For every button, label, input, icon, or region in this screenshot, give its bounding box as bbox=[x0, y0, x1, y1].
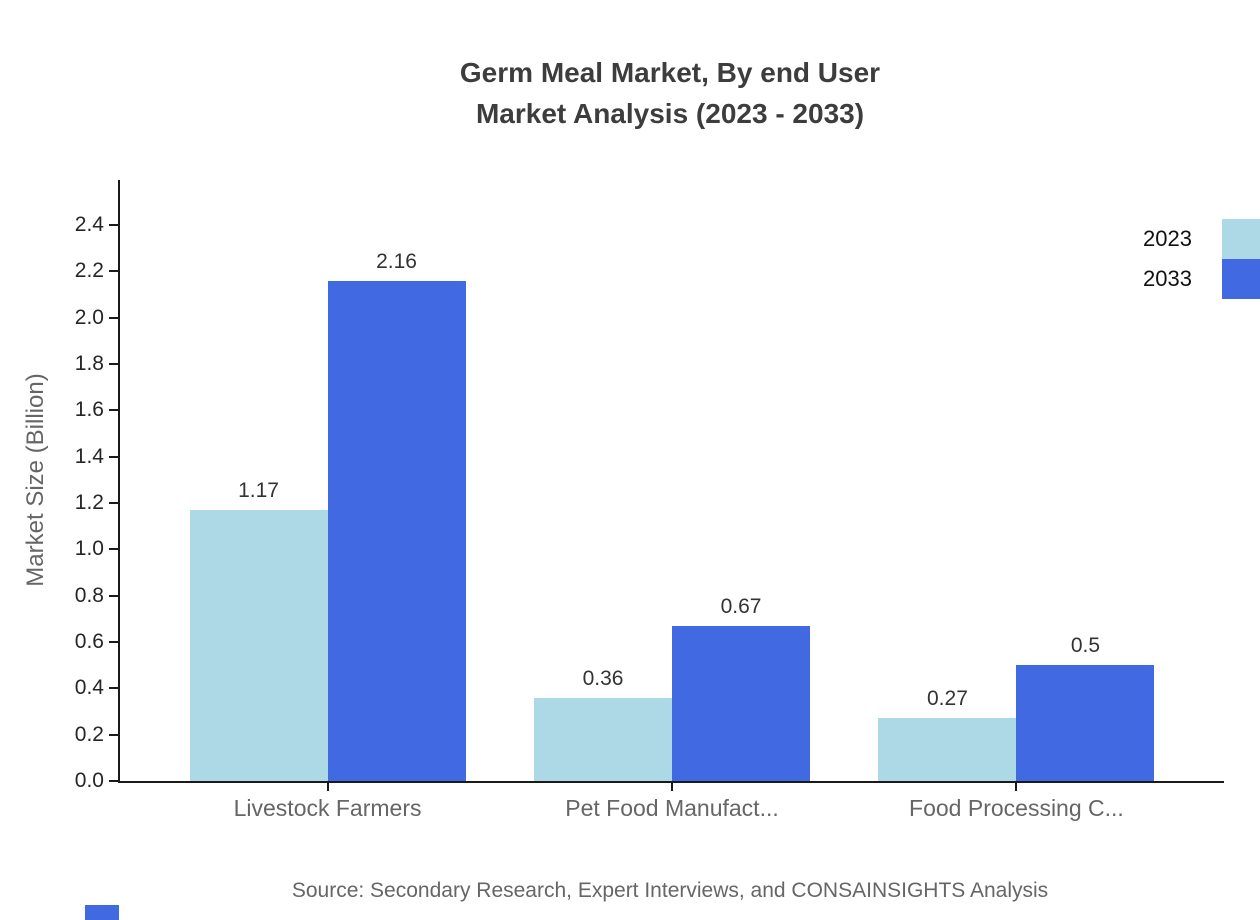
chart-title: Germ Meal Market, By end User Market Ana… bbox=[80, 52, 1260, 134]
y-tick-label: 1.6 bbox=[74, 398, 104, 422]
y-tick-label: 0.0 bbox=[74, 769, 104, 792]
x-tick-mark bbox=[671, 783, 673, 791]
legend-item-2033: 2033 bbox=[1143, 259, 1260, 299]
legend-swatch bbox=[1222, 219, 1260, 259]
chart-title-line1: Germ Meal Market, By end User bbox=[459, 57, 881, 88]
x-category-label: Pet Food Manufact... bbox=[565, 795, 779, 821]
y-tick-label: 2.4 bbox=[74, 213, 104, 236]
bar-value-label: 0.67 bbox=[720, 594, 762, 618]
y-tick-mark bbox=[109, 687, 118, 690]
bar-value-label: 0.36 bbox=[582, 666, 624, 690]
y-tick-mark bbox=[109, 409, 118, 412]
x-tick-mark bbox=[326, 783, 329, 791]
y-tick-label: 0.6 bbox=[74, 630, 104, 653]
y-tick-mark bbox=[109, 224, 118, 226]
brand-mark bbox=[85, 905, 119, 920]
y-tick-mark bbox=[109, 733, 118, 736]
bar-2033-1 bbox=[327, 280, 466, 781]
legend: 2023 2033 bbox=[1143, 219, 1260, 299]
source-note: Source: Secondary Research, Expert Inter… bbox=[291, 879, 1049, 902]
y-tick-label: 1.0 bbox=[74, 537, 104, 561]
legend-item-2023: 2023 bbox=[1143, 219, 1260, 259]
y-tick-mark bbox=[109, 548, 118, 551]
y-tick-label: 1.8 bbox=[74, 352, 104, 375]
bar-value-label: 1.17 bbox=[238, 478, 279, 502]
y-tick-label: 1.4 bbox=[74, 444, 104, 468]
bar-value-label: 0.5 bbox=[1070, 634, 1101, 658]
chart-title-line2: Market Analysis (2023 - 2033) bbox=[475, 98, 865, 129]
bar-2023-1 bbox=[189, 509, 328, 781]
y-tick-mark bbox=[109, 641, 118, 643]
bar-2033-2 bbox=[672, 625, 810, 781]
y-tick-mark bbox=[109, 316, 118, 319]
legend-swatch bbox=[1222, 259, 1260, 299]
bar-value-label: 0.27 bbox=[927, 687, 968, 711]
legend-label: 2033 bbox=[1143, 266, 1192, 291]
y-tick-label: 2.0 bbox=[74, 305, 104, 329]
x-category-label: Livestock Farmers bbox=[233, 795, 422, 821]
bar-2023-2 bbox=[534, 697, 672, 781]
y-tick-label: 2.2 bbox=[74, 259, 104, 283]
y-tick-label: 1.2 bbox=[74, 491, 104, 514]
bar-2033-3 bbox=[1016, 665, 1155, 781]
y-tick-mark bbox=[109, 363, 118, 365]
y-tick-label: 0.4 bbox=[74, 676, 104, 700]
y-tick-mark bbox=[109, 455, 118, 458]
x-tick-mark bbox=[1015, 783, 1018, 791]
plot-area: 0.0 0.2 0.4 0.6 0.8 1.0 1.2 1.4 1.6 1.8 2.0 2.2 2.4 L… bbox=[75, 180, 1224, 821]
y-tick-mark bbox=[109, 502, 118, 504]
y-tick-mark bbox=[109, 594, 118, 597]
legend-label: 2023 bbox=[1143, 226, 1192, 251]
bar-value-label: 2.16 bbox=[376, 249, 417, 273]
y-tick-mark bbox=[109, 270, 118, 273]
x-category-label: Food Processing C... bbox=[909, 795, 1124, 821]
y-tick-mark bbox=[109, 780, 118, 782]
bar-2023-3 bbox=[878, 718, 1017, 781]
y-tick-label: 0.2 bbox=[74, 722, 104, 746]
y-tick-label: 0.8 bbox=[74, 583, 104, 607]
